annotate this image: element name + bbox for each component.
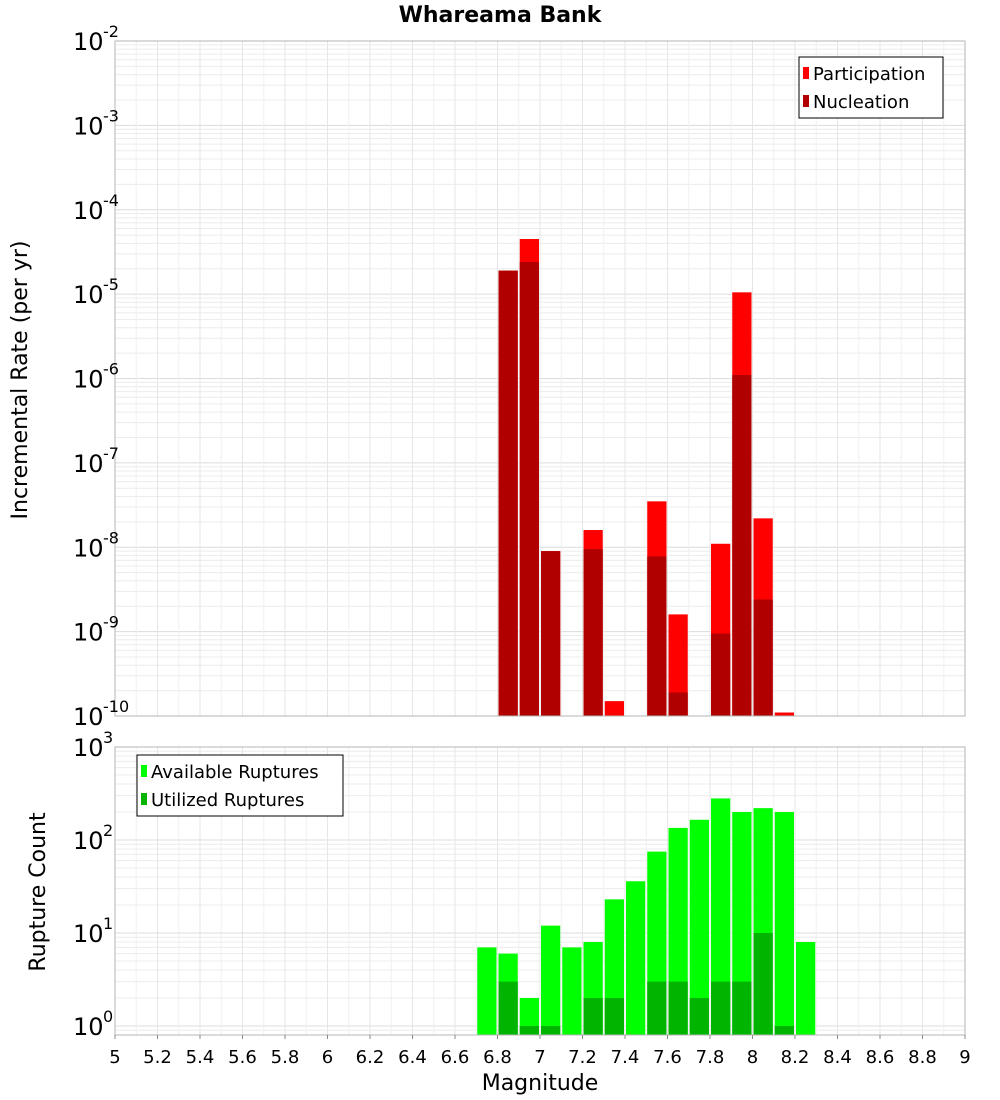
top-y-tick-base: 10 xyxy=(73,703,104,731)
bottom-y-tick-base: 10 xyxy=(73,1013,104,1041)
top-bar-nucleation xyxy=(519,262,539,716)
bottom-y-tick-exponent: 2 xyxy=(103,821,113,840)
x-tick-label: 5 xyxy=(109,1047,120,1068)
top-y-tick-exponent: -2 xyxy=(103,22,119,41)
top-y-tick-exponent: -8 xyxy=(103,528,119,547)
top-y-tick-exponent: -7 xyxy=(103,444,119,463)
top-y-tick-exponent: -4 xyxy=(103,191,119,210)
bottom-bar-utilized-ruptures xyxy=(689,997,709,1035)
bottom-legend-label: Available Ruptures xyxy=(151,762,319,783)
top-y-axis-label: Incremental Rate (per yr) xyxy=(8,241,33,520)
bottom-bar-utilized-ruptures xyxy=(541,1025,561,1035)
x-tick-label: 7.4 xyxy=(611,1047,640,1068)
bottom-bar-utilized-ruptures xyxy=(519,1025,539,1035)
x-tick-label: 7.6 xyxy=(653,1047,682,1068)
top-bar-nucleation xyxy=(583,549,603,716)
top-bar-nucleation xyxy=(668,692,688,716)
bottom-bar-available-ruptures xyxy=(796,942,816,1035)
top-bar-nucleation xyxy=(647,556,667,716)
x-tick-label: 5.2 xyxy=(143,1047,172,1068)
top-bar-nucleation xyxy=(732,375,752,716)
bottom-legend-box xyxy=(136,754,344,817)
bottom-y-tick-exponent: 1 xyxy=(103,914,113,933)
bottom-bar-available-ruptures xyxy=(562,947,582,1035)
top-bar-participation xyxy=(774,712,794,716)
bottom-bar-available-ruptures xyxy=(477,947,497,1035)
x-tick-label: 8.2 xyxy=(781,1047,810,1068)
top-bar-nucleation xyxy=(541,551,561,716)
top-bar-participation xyxy=(604,701,624,716)
top-legend-box xyxy=(798,56,944,119)
x-tick-label: 6.4 xyxy=(398,1047,427,1068)
bottom-y-tick-base: 10 xyxy=(73,734,104,762)
top-y-tick-exponent: -3 xyxy=(103,106,119,125)
top-y-tick-base: 10 xyxy=(73,619,104,647)
x-tick-label: 6.2 xyxy=(356,1047,385,1068)
top-y-tick-base: 10 xyxy=(73,450,104,478)
top-bar-nucleation xyxy=(753,599,773,716)
bottom-y-tick-base: 10 xyxy=(73,920,104,948)
bottom-bar-available-ruptures xyxy=(541,925,561,1035)
top-y-tick-exponent: -10 xyxy=(103,697,129,716)
x-tick-label: 7 xyxy=(534,1047,545,1068)
top-legend-label: Nucleation xyxy=(813,92,909,113)
top-bar-nucleation xyxy=(498,270,518,716)
top-plot-frame xyxy=(114,40,966,717)
bottom-bar-available-ruptures xyxy=(626,881,646,1035)
bottom-legend-swatch xyxy=(141,793,147,805)
bottom-bar-available-ruptures xyxy=(519,997,539,1035)
bottom-bar-utilized-ruptures xyxy=(732,981,752,1035)
top-bar-participation xyxy=(668,614,688,716)
x-tick-label: 6.8 xyxy=(483,1047,512,1068)
x-tick-label: 8.4 xyxy=(823,1047,852,1068)
top-y-tick-exponent: -6 xyxy=(103,360,119,379)
bottom-bar-utilized-ruptures xyxy=(604,997,624,1035)
x-tick-label: 5.6 xyxy=(228,1047,257,1068)
x-tick-label: 8 xyxy=(747,1047,758,1068)
top-y-tick-exponent: -9 xyxy=(103,613,119,632)
bottom-bar-utilized-ruptures xyxy=(668,981,688,1035)
x-tick-label: 5.8 xyxy=(271,1047,300,1068)
x-tick-label: 8.6 xyxy=(866,1047,895,1068)
bottom-y-tick-exponent: 3 xyxy=(103,728,113,747)
x-tick-label: 5.4 xyxy=(186,1047,215,1068)
top-y-tick-base: 10 xyxy=(73,281,104,309)
top-y-tick-base: 10 xyxy=(73,112,104,140)
x-tick-label: 7.8 xyxy=(696,1047,725,1068)
x-tick-label: 8.8 xyxy=(908,1047,937,1068)
bottom-bar-utilized-ruptures xyxy=(647,981,667,1035)
bottom-bar-available-ruptures xyxy=(732,812,752,1035)
x-tick-label: 9 xyxy=(959,1047,970,1068)
bottom-bar-utilized-ruptures xyxy=(753,932,773,1035)
bottom-bar-utilized-ruptures xyxy=(498,981,518,1035)
bottom-legend-label: Utilized Ruptures xyxy=(151,790,304,811)
bottom-y-tick-exponent: 0 xyxy=(103,1007,113,1026)
bottom-bar-available-ruptures xyxy=(774,812,794,1035)
top-legend-label: Participation xyxy=(813,64,925,85)
bottom-bar-utilized-ruptures xyxy=(774,1025,794,1035)
bottom-y-axis-label: Rupture Count xyxy=(26,812,51,972)
bottom-y-tick-base: 10 xyxy=(73,827,104,855)
x-tick-label: 7.2 xyxy=(568,1047,597,1068)
bottom-legend-swatch xyxy=(141,765,147,777)
bottom-bar-available-ruptures xyxy=(689,819,709,1035)
x-tick-label: 6.6 xyxy=(441,1047,470,1068)
top-y-tick-base: 10 xyxy=(73,366,104,394)
chart-title: Whareama Bank xyxy=(399,3,603,28)
bottom-bar-available-ruptures xyxy=(711,798,731,1035)
top-legend-swatch xyxy=(803,95,809,107)
bottom-bar-utilized-ruptures xyxy=(583,997,603,1035)
x-tick-label: 6 xyxy=(322,1047,333,1068)
x-axis-label: Magnitude xyxy=(482,1071,599,1096)
top-y-tick-base: 10 xyxy=(73,534,104,562)
top-legend-swatch xyxy=(803,67,809,79)
top-y-tick-base: 10 xyxy=(73,28,104,56)
top-bar-nucleation xyxy=(711,633,731,716)
bottom-bar-utilized-ruptures xyxy=(711,981,731,1035)
top-y-tick-base: 10 xyxy=(73,197,104,225)
top-y-tick-exponent: -5 xyxy=(103,275,119,294)
